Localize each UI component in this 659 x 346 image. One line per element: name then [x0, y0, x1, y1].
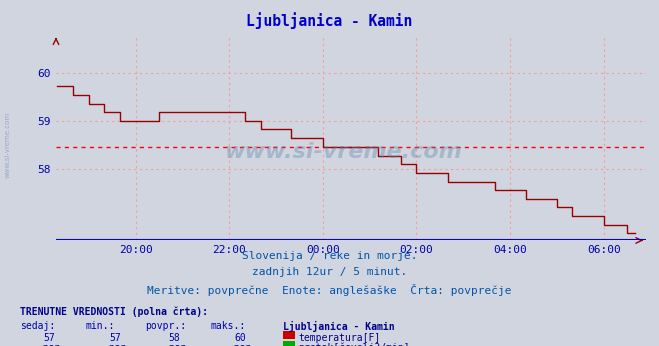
Text: 60: 60 [235, 333, 246, 343]
Text: -nan: -nan [103, 343, 127, 346]
Text: Slovenija / reke in morje.: Slovenija / reke in morje. [242, 251, 417, 261]
Text: 57: 57 [109, 333, 121, 343]
Text: -nan: -nan [163, 343, 186, 346]
Text: TRENUTNE VREDNOSTI (polna črta):: TRENUTNE VREDNOSTI (polna črta): [20, 306, 208, 317]
Text: 58: 58 [169, 333, 181, 343]
Text: Meritve: povprečne  Enote: anglešaške  Črta: povprečje: Meritve: povprečne Enote: anglešaške Črt… [147, 284, 512, 296]
Text: zadnjih 12ur / 5 minut.: zadnjih 12ur / 5 minut. [252, 267, 407, 277]
Text: povpr.:: povpr.: [145, 321, 186, 331]
Text: www.si-vreme.com: www.si-vreme.com [5, 112, 11, 179]
Text: temperatura[F]: temperatura[F] [299, 333, 381, 343]
Text: Ljubljanica - Kamin: Ljubljanica - Kamin [283, 321, 395, 332]
Text: pretok[čevelj3/min]: pretok[čevelj3/min] [299, 343, 410, 346]
Text: maks.:: maks.: [211, 321, 246, 331]
Text: sedaj:: sedaj: [20, 321, 55, 331]
Text: Ljubljanica - Kamin: Ljubljanica - Kamin [246, 12, 413, 29]
Text: min.:: min.: [86, 321, 115, 331]
Text: -nan: -nan [229, 343, 252, 346]
Text: -nan: -nan [38, 343, 61, 346]
Text: www.si-vreme.com: www.si-vreme.com [224, 142, 461, 162]
Text: 57: 57 [43, 333, 55, 343]
